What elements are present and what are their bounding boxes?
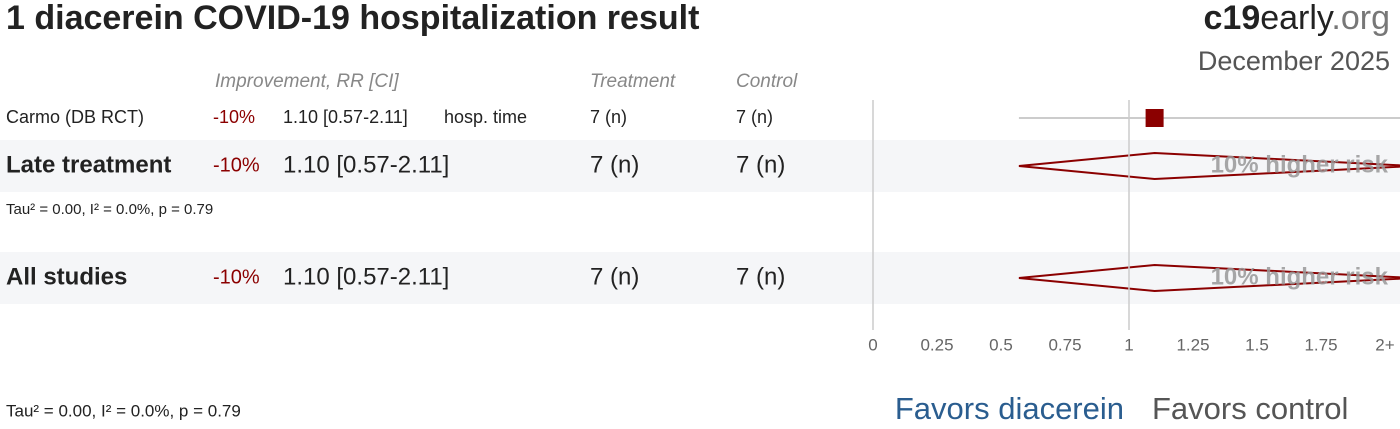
x-tick-label: 1.5	[1245, 335, 1269, 354]
control: 7 (n)	[736, 151, 785, 178]
x-tick-label: 1.75	[1304, 335, 1337, 354]
plot-area	[1018, 109, 1400, 293]
rr-ci: 1.10 [0.57-2.11]	[283, 151, 449, 178]
diamond	[1018, 263, 1400, 293]
favors-left: Favors diacerein	[895, 391, 1124, 426]
x-tick-label: 1	[1124, 335, 1133, 354]
column-header: Control	[736, 71, 798, 92]
row-label: All studies	[6, 263, 127, 290]
outcome: hosp. time	[444, 107, 527, 127]
brand-bold: c19	[1204, 0, 1261, 37]
rr-ci: 1.10 [0.57-2.11]	[283, 263, 449, 290]
title: 1 diacerein COVID-19 hospitalization res…	[6, 0, 699, 37]
improvement: -10%	[213, 154, 260, 176]
treatment: 7 (n)	[590, 151, 639, 178]
row-band	[0, 252, 1400, 304]
row-label: Carmo (DB RCT)	[6, 107, 144, 127]
column-header: Treatment	[590, 71, 676, 92]
favors-right: Favors control	[1152, 391, 1348, 426]
x-tick-label: 1.25	[1176, 335, 1209, 354]
x-tick-label: 0.75	[1048, 335, 1081, 354]
x-tick-label: 2+	[1375, 335, 1394, 354]
brand-mid: early	[1260, 0, 1334, 37]
row-band	[0, 140, 1400, 192]
treatment: 7 (n)	[590, 263, 639, 290]
rr-ci: 1.10 [0.57-2.11]	[283, 107, 408, 127]
effect-label: 10% higher risk	[1211, 151, 1389, 178]
brand: c19early.org	[1204, 0, 1391, 37]
x-tick-label: 0.5	[989, 335, 1013, 354]
estimate	[1145, 109, 1164, 127]
row-label: Late treatment	[6, 151, 171, 178]
x-tick-label: 0	[868, 335, 877, 354]
control: 7 (n)	[736, 107, 773, 127]
effect-label: 10% higher risk	[1211, 263, 1389, 290]
treatment: 7 (n)	[590, 107, 627, 127]
column-header: Improvement, RR [CI]	[215, 71, 399, 92]
date: December 2025	[1198, 46, 1390, 76]
brand-tld: .org	[1331, 0, 1390, 37]
improvement: -10%	[213, 107, 255, 127]
heterogeneity: Tau² = 0.00, I² = 0.0%, p = 0.79	[6, 401, 241, 420]
x-tick-label: 0.25	[920, 335, 953, 354]
improvement: -10%	[213, 266, 260, 288]
heterogeneity: Tau² = 0.00, I² = 0.0%, p = 0.79	[6, 201, 213, 218]
control: 7 (n)	[736, 263, 785, 290]
diamond	[1018, 151, 1400, 181]
